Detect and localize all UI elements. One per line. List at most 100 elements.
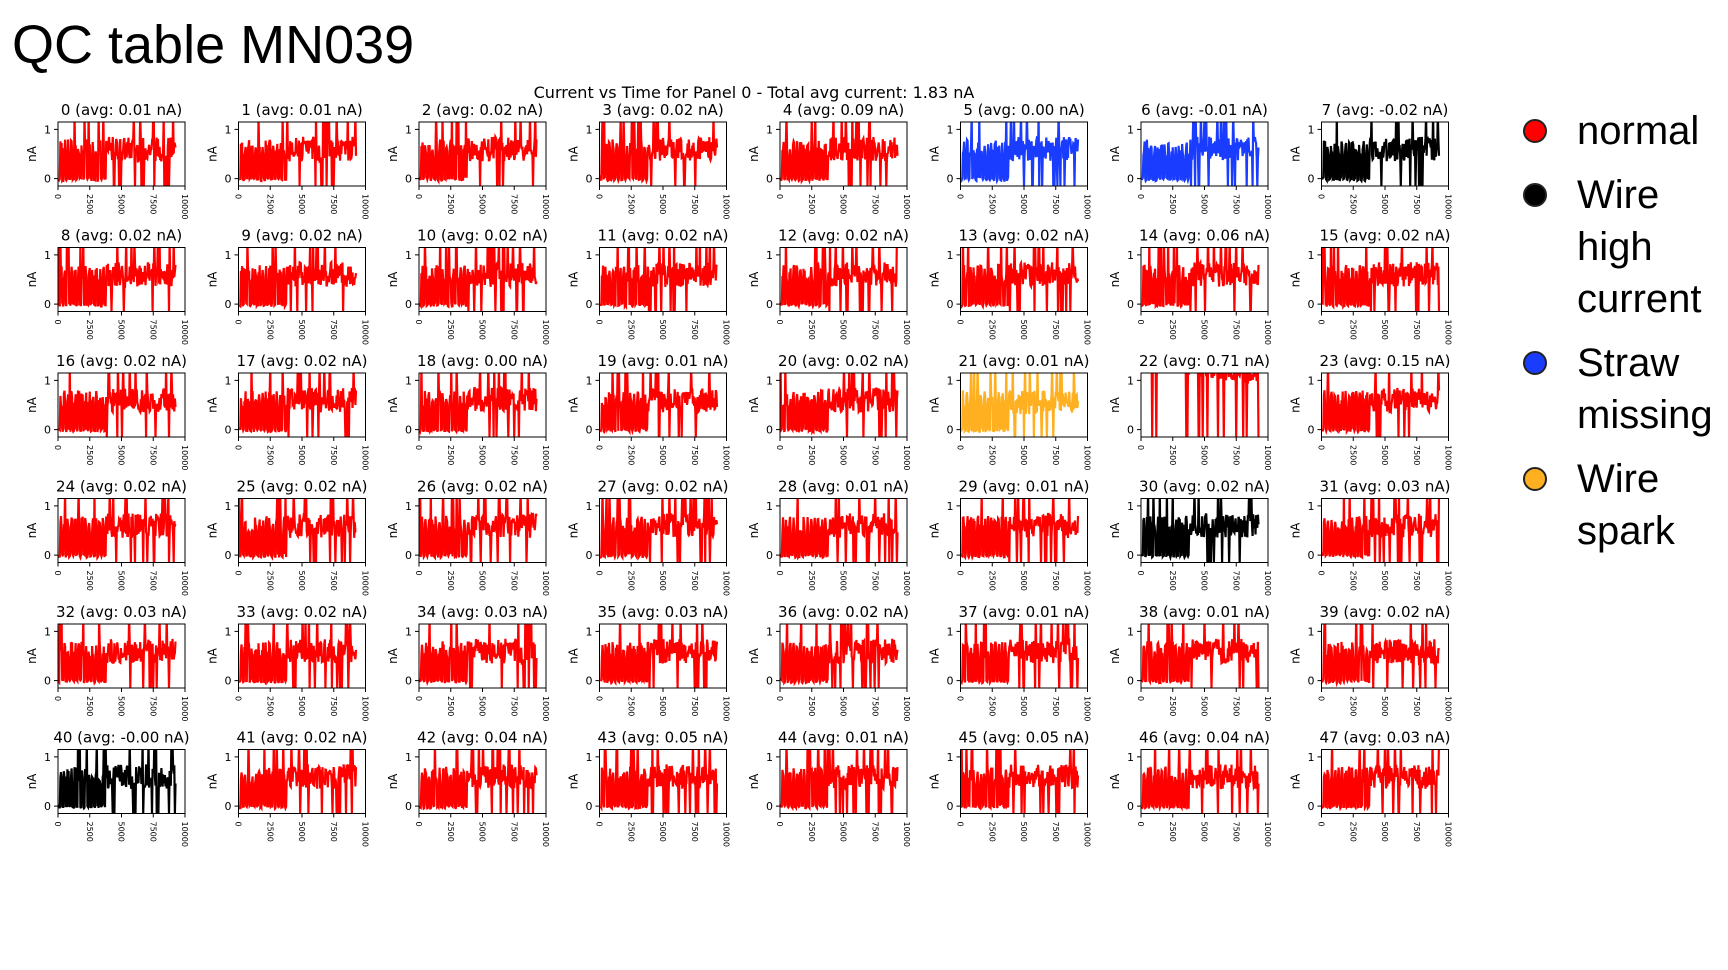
y-tick-label: 0 <box>1127 424 1134 437</box>
subplot-13: 13 (avg: 0.02 nA) nA 0 1 0 2500 5000 7500 10000 <box>928 227 1092 345</box>
x-tick-label: 0 <box>1317 320 1326 325</box>
subplot-title: 31 (avg: 0.03 nA) <box>1320 478 1451 496</box>
subplot-title: 4 (avg: 0.09 nA) <box>783 101 904 119</box>
x-tick-label: 10000 <box>1263 571 1272 596</box>
y-tick-label: 0 <box>766 298 773 311</box>
subplot-25: 25 (avg: 0.02 nA) nA 0 1 0 2500 5000 7500 10000 <box>206 478 370 596</box>
x-tick-label: 7500 <box>148 696 157 716</box>
x-tick-label: 7500 <box>148 445 157 465</box>
y-axis-label: nA <box>386 773 400 790</box>
x-tick-label: 0 <box>414 822 423 827</box>
y-tick-label: 1 <box>1127 249 1134 262</box>
x-tick-label: 10000 <box>1444 822 1453 847</box>
subplot-title: 2 (avg: 0.02 nA) <box>422 101 543 119</box>
x-tick-label: 0 <box>1136 822 1145 827</box>
y-tick-label: 0 <box>44 298 51 311</box>
y-tick-label: 0 <box>225 424 232 437</box>
x-tick-label: 7500 <box>1231 696 1240 716</box>
subplot-21: 21 (avg: 0.01 nA) nA 0 1 0 2500 5000 7500 10000 <box>928 352 1092 470</box>
x-tick-label: 2500 <box>265 320 274 340</box>
x-tick-label: 7500 <box>329 822 338 842</box>
subplot-27: 27 (avg: 0.02 nA) nA 0 1 0 2500 5000 7500 10000 <box>567 478 731 596</box>
y-tick-label: 0 <box>586 173 593 186</box>
subplot-0: 0 (avg: 0.01 nA) nA 0 1 0 2500 5000 7500 10000 <box>25 101 189 219</box>
subplot-title: 18 (avg: 0.00 nA) <box>417 352 548 370</box>
legend-item-straw-missing: Straw missing <box>1515 337 1725 441</box>
y-axis-label: nA <box>1289 647 1303 664</box>
y-axis-label: nA <box>747 647 761 664</box>
x-tick-label: 10000 <box>1263 822 1272 847</box>
x-tick-label: 7500 <box>1051 696 1060 716</box>
x-tick-label: 2500 <box>85 194 94 214</box>
legend-item-wire-spark: Wire spark <box>1515 453 1725 557</box>
x-tick-label: 7500 <box>690 696 699 716</box>
x-tick-label: 7500 <box>690 194 699 214</box>
series-line-normal <box>599 749 719 814</box>
x-tick-label: 0 <box>1136 320 1145 325</box>
x-tick-label: 10000 <box>541 194 550 219</box>
y-axis-label: nA <box>1108 647 1122 664</box>
y-tick-label: 0 <box>1127 675 1134 688</box>
y-tick-label: 0 <box>405 549 412 562</box>
x-tick-label: 7500 <box>870 445 879 465</box>
legend-dot-straw-missing <box>1523 351 1547 375</box>
x-tick-label: 0 <box>956 822 965 827</box>
series-line-normal <box>1141 624 1260 688</box>
x-tick-label: 10000 <box>1444 320 1453 345</box>
x-tick-label: 2500 <box>807 445 816 465</box>
y-tick-label: 1 <box>405 374 412 387</box>
x-tick-label: 2500 <box>1348 696 1357 716</box>
y-tick-label: 1 <box>766 625 773 638</box>
x-tick-label: 2500 <box>85 696 94 716</box>
subplot-10: 10 (avg: 0.02 nA) nA 0 1 0 2500 5000 7500 10000 <box>386 227 550 345</box>
x-tick-label: 0 <box>414 571 423 576</box>
y-axis-label: nA <box>1289 522 1303 539</box>
y-tick-label: 0 <box>586 800 593 813</box>
y-axis-label: nA <box>1289 773 1303 790</box>
y-tick-label: 1 <box>1308 374 1315 387</box>
y-axis-label: nA <box>567 522 581 539</box>
x-tick-label: 10000 <box>361 571 370 596</box>
x-tick-label: 0 <box>234 194 243 199</box>
y-tick-label: 1 <box>1308 249 1315 262</box>
series-line-normal <box>599 498 719 563</box>
x-tick-label: 5000 <box>658 320 667 340</box>
x-tick-label: 5000 <box>117 822 126 842</box>
y-axis-label: nA <box>25 773 39 790</box>
x-tick-label: 7500 <box>1412 696 1421 716</box>
y-tick-label: 0 <box>225 549 232 562</box>
x-tick-label: 2500 <box>807 571 816 591</box>
x-tick-label: 7500 <box>1051 571 1060 591</box>
x-tick-label: 2500 <box>626 571 635 591</box>
x-tick-label: 5000 <box>839 696 848 716</box>
subplot-title: 13 (avg: 0.02 nA) <box>959 227 1090 245</box>
series-line-normal <box>419 247 538 312</box>
x-tick-label: 2500 <box>626 445 635 465</box>
y-tick-label: 0 <box>586 298 593 311</box>
subplot-title: 7 (avg: -0.02 nA) <box>1322 101 1449 119</box>
x-tick-label: 0 <box>595 445 604 450</box>
subplot-17: 17 (avg: 0.02 nA) nA 0 1 0 2500 5000 7500 10000 <box>206 352 370 470</box>
y-axis-label: nA <box>386 647 400 664</box>
x-tick-label: 10000 <box>361 696 370 721</box>
x-tick-label: 0 <box>414 320 423 325</box>
subplot-title: 42 (avg: 0.04 nA) <box>417 729 548 747</box>
y-tick-label: 0 <box>766 549 773 562</box>
y-axis-label: nA <box>206 647 220 664</box>
subplot-33: 33 (avg: 0.02 nA) nA 0 1 0 2500 5000 7500 10000 <box>206 603 370 721</box>
x-tick-label: 7500 <box>1412 194 1421 214</box>
x-tick-label: 0 <box>1136 445 1145 450</box>
x-tick-label: 5000 <box>1380 445 1389 465</box>
subplot-38: 38 (avg: 0.01 nA) nA 0 1 0 2500 5000 7500 10000 <box>1108 603 1272 721</box>
series-line-normal <box>58 373 177 437</box>
x-tick-label: 10000 <box>902 696 911 721</box>
x-tick-label: 0 <box>956 194 965 199</box>
x-tick-label: 7500 <box>148 571 157 591</box>
subplot-46: 46 (avg: 0.04 nA) nA 0 1 0 2500 5000 7500 10000 <box>1108 729 1272 847</box>
subplot-31: 31 (avg: 0.03 nA) nA 0 1 0 2500 5000 7500 10000 <box>1289 478 1453 596</box>
x-tick-label: 10000 <box>361 445 370 470</box>
x-tick-label: 0 <box>53 571 62 576</box>
x-tick-label: 10000 <box>722 445 731 470</box>
subplot-4: 4 (avg: 0.09 nA) nA 0 1 0 2500 5000 7500 10000 <box>747 101 911 219</box>
slide-title: QC table MN039 <box>12 15 415 75</box>
